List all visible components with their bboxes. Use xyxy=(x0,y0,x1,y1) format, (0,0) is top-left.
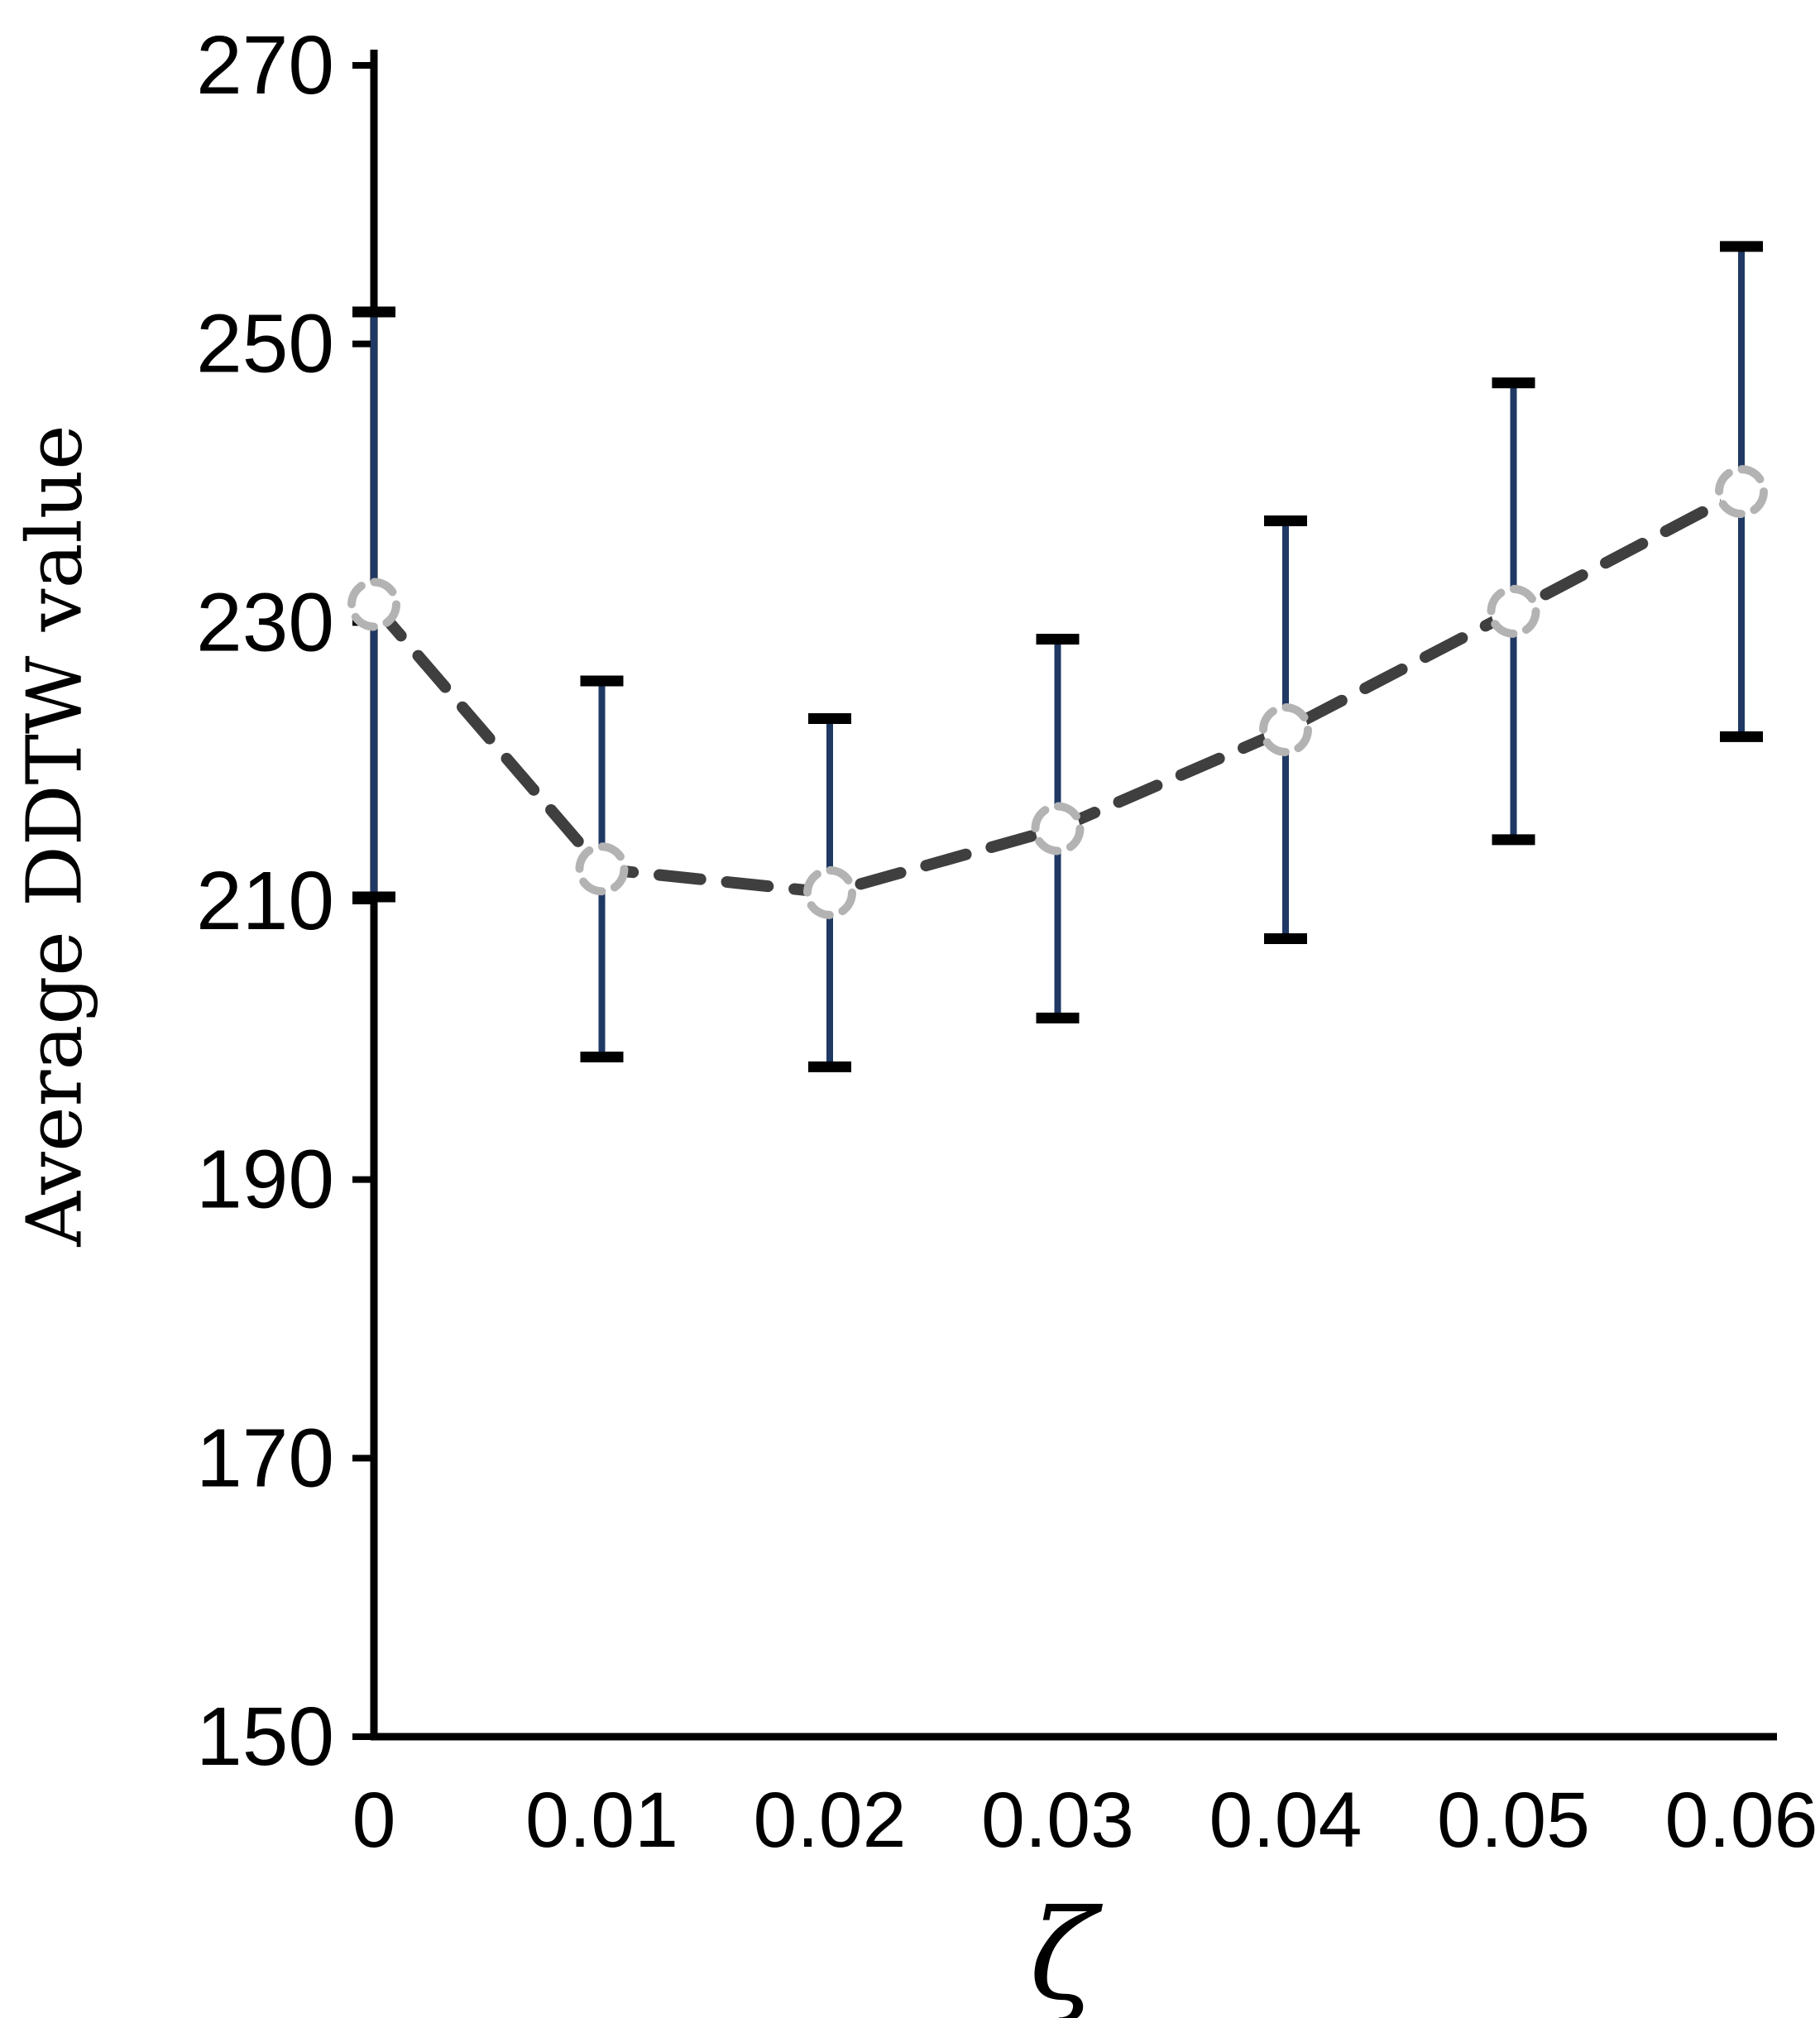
y-tick-label: 170 xyxy=(196,1412,334,1504)
x-axis-title: ζ xyxy=(1029,1884,1103,2018)
data-point-marker xyxy=(1715,465,1768,519)
x-tick-label: 0.01 xyxy=(525,1776,678,1864)
x-tick-label: 0.04 xyxy=(1209,1776,1363,1864)
y-tick-label: 190 xyxy=(196,1134,334,1226)
x-tick-label: 0.06 xyxy=(1665,1776,1818,1864)
x-tick-label: 0.02 xyxy=(754,1776,907,1864)
data-point-marker xyxy=(1487,584,1540,638)
y-axis-title: Average DDTW value xyxy=(11,424,99,1247)
data-point-marker xyxy=(803,865,856,919)
y-tick-label: 150 xyxy=(196,1690,334,1783)
x-tick-label: 0.03 xyxy=(981,1776,1134,1864)
y-tick-label: 230 xyxy=(196,576,334,669)
data-point-marker xyxy=(347,578,400,631)
data-point-marker xyxy=(575,842,629,896)
x-tick-label: 0.05 xyxy=(1437,1776,1590,1864)
y-tick-label: 250 xyxy=(196,298,334,391)
data-point-marker xyxy=(1031,802,1085,856)
y-tick-label: 210 xyxy=(196,855,334,947)
y-tick-label: 270 xyxy=(196,19,334,112)
x-tick-label: 0 xyxy=(352,1776,396,1864)
data-point-marker xyxy=(1259,702,1312,756)
